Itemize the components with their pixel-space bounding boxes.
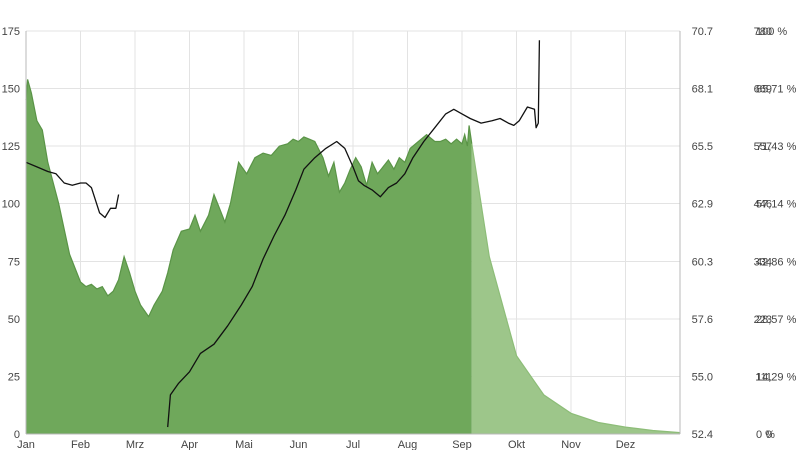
area-series bbox=[26, 79, 472, 435]
y-tick-label-right-2: 223 bbox=[754, 314, 772, 326]
y-tick-label-right-2: 669 bbox=[754, 84, 772, 96]
y-tick-label-right-3: 0 % bbox=[756, 429, 775, 441]
x-tick-label: Jan bbox=[17, 439, 35, 450]
y-tick-label-right-3: 85,71 % bbox=[756, 84, 797, 96]
y-tick-label-left: 125 bbox=[2, 141, 20, 153]
y-tick-label-right-1: 68.1 bbox=[692, 84, 713, 96]
line-series bbox=[25, 161, 120, 219]
y-tick-label-right-1: 65.5 bbox=[692, 141, 713, 153]
area-outline bbox=[25, 79, 473, 318]
y-tick-label-left: 150 bbox=[2, 84, 20, 96]
x-tick-label: Mai bbox=[235, 439, 253, 450]
y-tick-label-right-2: 557 bbox=[754, 141, 772, 153]
x-tick-label: Jun bbox=[290, 439, 308, 450]
x-tick-label: Dez bbox=[616, 439, 636, 450]
y-tick-label-right-2: 0 bbox=[766, 429, 772, 441]
x-tick-label: Aug bbox=[398, 439, 418, 450]
y-tick-label-right-1: 57.6 bbox=[692, 314, 713, 326]
x-tick-label: Mrz bbox=[126, 439, 144, 450]
x-tick-label: Sep bbox=[452, 439, 472, 450]
x-tick-label: Apr bbox=[181, 439, 198, 450]
y-tick-label-right-3: 14,29 % bbox=[756, 371, 797, 383]
y-tick-label-right-2: 334 bbox=[754, 256, 772, 268]
y-tick-label-right-3: 100 % bbox=[756, 26, 787, 38]
tick-labels: 0 25 50 75 100 125 150 175 Jan Feb Mrz Apr Mai Jun Jul… bbox=[2, 26, 797, 450]
line-series bbox=[167, 40, 541, 428]
area-projection-series bbox=[471, 143, 680, 435]
y-tick-label-left: 100 bbox=[2, 199, 20, 211]
y-tick-label-right-1: 52.4 bbox=[692, 429, 713, 441]
y-tick-label-right-1: 62.9 bbox=[692, 199, 713, 211]
y-tick-label-left: 50 bbox=[8, 314, 20, 326]
x-tick-label: Jul bbox=[346, 439, 360, 450]
y-tick-label-right-1: 60.3 bbox=[692, 256, 713, 268]
y-tick-label-right-1: 55.0 bbox=[692, 371, 713, 383]
x-tick-label: Okt bbox=[508, 439, 525, 450]
y-tick-label-right-3: 71,43 % bbox=[756, 141, 797, 153]
y-tick-label-right-3: 42,86 % bbox=[756, 256, 797, 268]
y-tick-label-right-2: 780 bbox=[754, 26, 772, 38]
y-tick-label-left: 0 bbox=[14, 429, 20, 441]
y-tick-label-left: 25 bbox=[8, 371, 20, 383]
y-tick-label-right-3: 57,14 % bbox=[756, 199, 797, 211]
line-layer bbox=[25, 40, 541, 428]
y-tick-label-left: 175 bbox=[2, 26, 20, 38]
y-tick-label-right-2: 111 bbox=[755, 371, 772, 383]
x-tick-label: Feb bbox=[71, 439, 90, 450]
area-layer bbox=[25, 79, 681, 435]
y-tick-label-right-2: 446 bbox=[754, 199, 772, 211]
y-tick-label-left: 75 bbox=[8, 256, 20, 268]
area-outline bbox=[471, 143, 681, 434]
x-tick-label: Nov bbox=[561, 439, 581, 450]
y-tick-label-right-3: 28,57 % bbox=[756, 314, 797, 326]
axes bbox=[25, 31, 681, 435]
y-tick-label-right-1: 70.7 bbox=[692, 26, 713, 38]
